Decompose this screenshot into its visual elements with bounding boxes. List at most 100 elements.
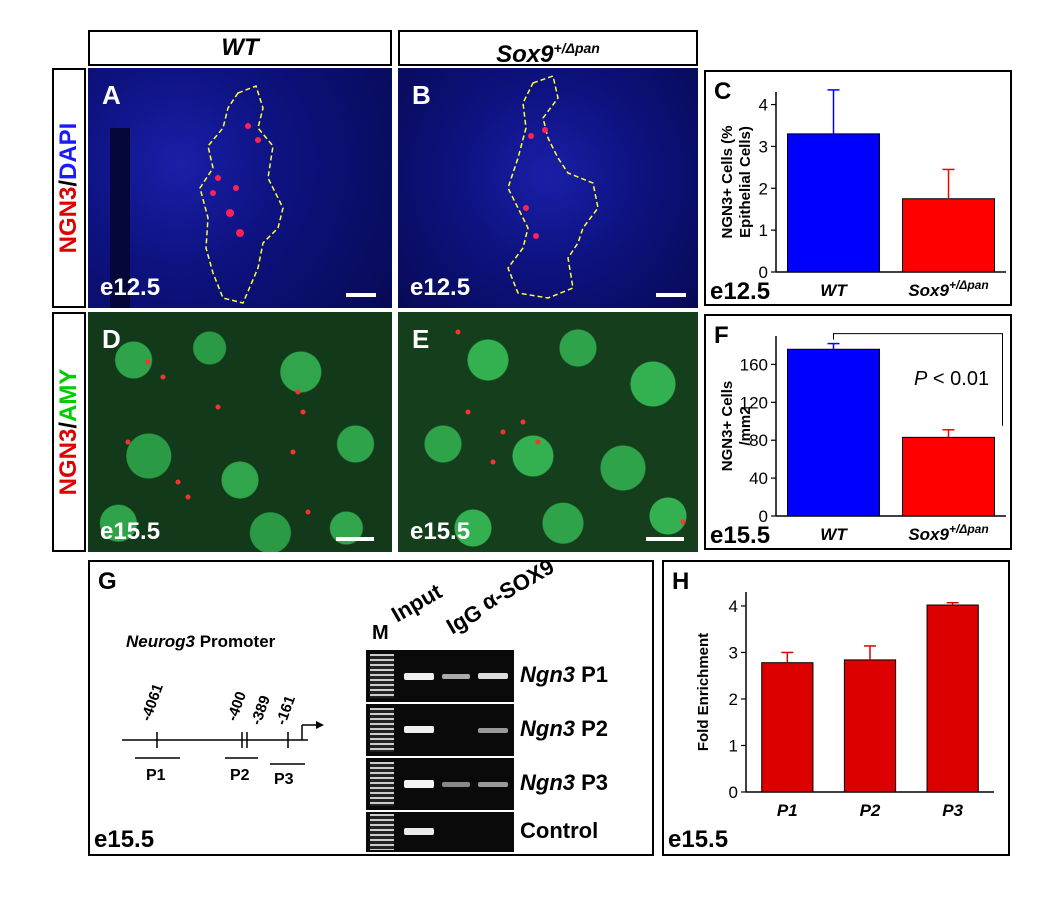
header-sox9-sup: +/Δpan bbox=[553, 40, 600, 56]
bar-1 bbox=[843, 659, 897, 793]
header-wt: WT bbox=[88, 30, 392, 66]
micrograph-e: E e15.5 bbox=[398, 312, 698, 552]
gel-col-igg: IgG bbox=[442, 599, 487, 640]
primer-label-p2: P2 bbox=[230, 767, 250, 784]
y-tick-label: 40 bbox=[749, 469, 768, 488]
side-label-row2: NGN3/AMY bbox=[52, 312, 86, 552]
gel-row-control-text: Control bbox=[520, 818, 599, 843]
header-sox9: Sox9+/Δpan bbox=[398, 30, 698, 68]
gel-row-label-control: Control bbox=[520, 818, 598, 844]
stage-label-f: e15.5 bbox=[710, 522, 771, 549]
significance-bracket bbox=[833, 333, 1003, 426]
gel-strip-p2 bbox=[366, 704, 514, 756]
y-tick-label: 80 bbox=[749, 431, 768, 450]
gel-col-m: M bbox=[372, 622, 389, 644]
bar-0 bbox=[761, 662, 814, 793]
red-dots-e bbox=[455, 329, 686, 525]
bar-1 bbox=[902, 198, 995, 273]
side-label-ngn3-2: NGN3 bbox=[55, 428, 82, 496]
outline-a bbox=[199, 85, 284, 304]
side-label-sep-2: / bbox=[55, 421, 82, 429]
stage-label-g: e15.5 bbox=[94, 826, 155, 853]
side-label-sep: / bbox=[55, 179, 82, 187]
gel-row-label-p1: Ngn3 P1 bbox=[520, 662, 608, 688]
side-label-amy: AMY bbox=[55, 368, 82, 422]
gel-row-primer-p2: P2 bbox=[575, 716, 609, 741]
bar-1 bbox=[902, 436, 995, 517]
y-tick-label: 3 bbox=[729, 643, 738, 662]
red-dots-d bbox=[125, 359, 311, 515]
stage-label-h: e15.5 bbox=[668, 826, 729, 853]
chart-panel-c: C e12.5 0 1 2 3 4 WT Sox9+/Δpan NGN3+ Cells (%E… bbox=[704, 70, 1012, 306]
primer-label-p3: P3 bbox=[274, 771, 294, 788]
y-tick-label: 1 bbox=[759, 221, 768, 240]
chart-panel-f: F e15.5 0 40 80 120 160 WT Sox9+/Δpan NGN3+ Cel… bbox=[704, 314, 1012, 550]
panel-label-f: F bbox=[714, 322, 729, 349]
category-label-1: Sox9+/Δpan bbox=[908, 522, 988, 544]
panel-label-h: H bbox=[672, 568, 690, 595]
header-wt-text: WT bbox=[221, 34, 259, 61]
y-tick-label: 2 bbox=[729, 690, 738, 709]
gel-col-input: Input bbox=[387, 578, 447, 628]
category-label-0: WT bbox=[820, 281, 848, 300]
gel-row-primer-p1: P1 bbox=[575, 662, 609, 687]
position-label-389: -389 bbox=[248, 693, 274, 727]
bar-2 bbox=[926, 604, 979, 793]
gel-row-label-p3: Ngn3 P3 bbox=[520, 770, 608, 796]
gel-row-gene-p2: Ngn3 bbox=[520, 716, 575, 741]
y-tick-label: 0 bbox=[759, 507, 768, 526]
pvalue-rest: < 0.01 bbox=[927, 368, 990, 390]
promoter-diagram: -4061 -400 -389 -161 P1 P2 P3 bbox=[122, 681, 324, 788]
scale-bar-e bbox=[646, 537, 684, 541]
position-label-4061: -4061 bbox=[138, 681, 167, 723]
promoter-title: Neurog3 Promoter bbox=[126, 632, 275, 652]
category-label-1: Sox9+/Δpan bbox=[908, 278, 988, 300]
y-tick-label: 0 bbox=[729, 783, 738, 802]
y-tick-label: 160 bbox=[740, 355, 768, 374]
side-label-row1: NGN3/DAPI bbox=[52, 68, 86, 308]
side-label-row1-text: NGN3/DAPI bbox=[55, 123, 83, 254]
panel-g: G e15.5 Neurog3 Promoter -4061 -400 -389… bbox=[88, 554, 654, 856]
micrograph-d: D e15.5 bbox=[88, 312, 392, 552]
y-tick-label: 120 bbox=[740, 393, 768, 412]
chart-h-svg: 0 1 2 3 4 P1 P2 P3 Fold Enrichment bbox=[695, 592, 994, 820]
panel-label-b: B bbox=[412, 80, 431, 110]
gel-row-primer-p3: P3 bbox=[575, 770, 609, 795]
scale-bar-b bbox=[656, 293, 686, 297]
pvalue-p: P bbox=[914, 368, 928, 390]
chart-panel-h: H e15.5 0 1 2 3 4 P1 P2 P3 Fold Enrichment bbox=[662, 560, 1010, 856]
side-label-ngn3: NGN3 bbox=[55, 186, 82, 254]
position-label-161: -161 bbox=[273, 693, 299, 727]
side-label-row2-text: NGN3/AMY bbox=[55, 369, 83, 496]
stage-label-d: e15.5 bbox=[100, 518, 161, 545]
chart-f-svg: 0 40 80 120 160 WT Sox9+/Δpan NGN3+ Cells/mm2 bbox=[719, 333, 1006, 544]
scale-bar-a bbox=[346, 293, 376, 297]
dark-stripe bbox=[110, 128, 130, 308]
gel-row-label-p2: Ngn3 P2 bbox=[520, 716, 608, 742]
y-tick-label: 2 bbox=[759, 179, 768, 198]
promoter-gene: Neurog3 bbox=[126, 632, 195, 651]
promoter-word: Promoter bbox=[194, 632, 276, 651]
gel-strip-p3 bbox=[366, 758, 514, 810]
y-tick-label: 4 bbox=[729, 597, 738, 616]
stage-label-c: e12.5 bbox=[710, 278, 771, 305]
category-label-1: P2 bbox=[860, 801, 881, 820]
category-label-0: P1 bbox=[777, 801, 798, 820]
y-axis-label: NGN3+ Cells (%Epithelial Cells) bbox=[719, 126, 754, 239]
stage-label-a: e12.5 bbox=[100, 274, 161, 301]
gel-col-asox9: α-SOX9 bbox=[477, 553, 559, 616]
panel-label-d: D bbox=[102, 324, 121, 354]
y-tick-label: 0 bbox=[759, 263, 768, 282]
micrograph-b: B e12.5 bbox=[398, 68, 698, 308]
gel-row-gene-p1: Ngn3 bbox=[520, 662, 575, 687]
gel-row-gene-p3: Ngn3 bbox=[520, 770, 575, 795]
bar-0 bbox=[787, 133, 880, 273]
position-label-400: -400 bbox=[224, 689, 250, 723]
bar-0 bbox=[787, 348, 880, 517]
y-tick-label: 4 bbox=[759, 96, 768, 115]
stage-label-b: e12.5 bbox=[410, 274, 471, 301]
scale-bar-d bbox=[336, 537, 374, 541]
side-label-dapi: DAPI bbox=[55, 122, 82, 180]
stage-label-e: e15.5 bbox=[410, 518, 471, 545]
gel-strip-control bbox=[366, 812, 514, 852]
